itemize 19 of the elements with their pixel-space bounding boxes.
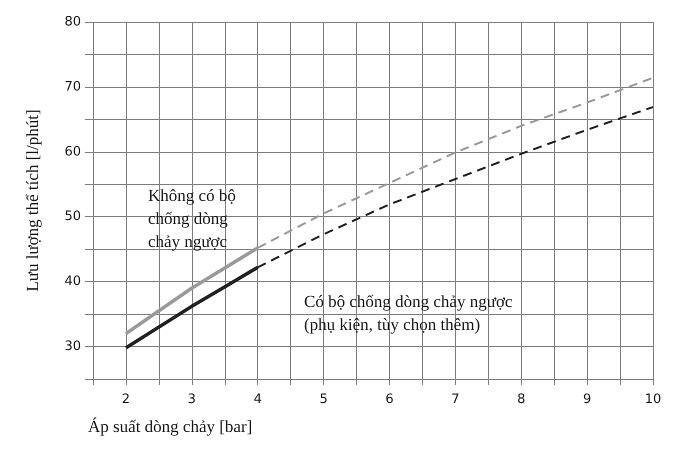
x-tick-label: 9 <box>582 392 592 407</box>
annotation: Không có bộ chống dòng chảy ngược <box>148 186 236 251</box>
y-tick-label: 80 <box>64 14 81 30</box>
y-tick-label: 60 <box>64 144 81 160</box>
annotation: Có bộ chống dòng chảy ngược (phụ kiện, tùy chọn thêm) <box>304 292 513 334</box>
y-axis-title: Lưu lượng thể tích [l/phút] <box>23 109 42 292</box>
x-tick-label: 4 <box>254 392 262 407</box>
x-axis-title: Áp suất dòng chảy [bar] <box>88 417 252 436</box>
y-tick-label: 70 <box>64 79 81 94</box>
y-tick-label: 30 <box>64 339 81 354</box>
x-tick-label: 8 <box>517 392 526 407</box>
x-tick-label: 10 <box>644 392 662 407</box>
x-tick-label: 2 <box>122 392 130 407</box>
y-tick-label: 40 <box>64 274 81 290</box>
y-tick-label: 50 <box>64 209 81 224</box>
x-tick-label: 3 <box>188 392 196 407</box>
x-tick-label: 6 <box>385 392 394 407</box>
x-tick-label: 5 <box>319 392 328 407</box>
x-tick-label: 7 <box>451 392 460 407</box>
